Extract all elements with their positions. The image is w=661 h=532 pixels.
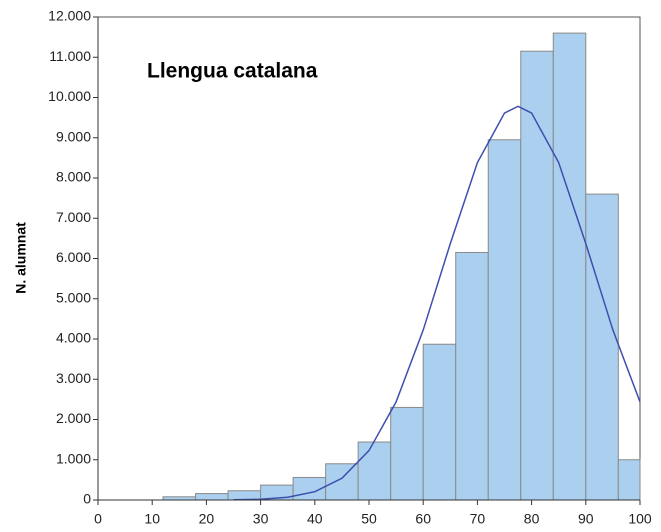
y-tick-label: 11.000 [49,48,91,64]
x-tick-label: 70 [470,511,486,527]
y-tick-label: 9.000 [56,128,91,144]
x-tick-label: 90 [578,511,594,527]
y-tick-label: 8.000 [56,169,91,185]
x-tick-label: 50 [361,511,377,527]
y-tick-label: 4.000 [56,330,91,346]
normal-curve [233,105,641,501]
x-tick-label: 60 [415,511,431,527]
bar [487,139,522,501]
y-tick-label: 1.000 [56,450,91,466]
x-tick-label: 10 [144,511,160,527]
x-tick-label: 100 [628,511,652,527]
bar [357,441,392,501]
y-tick-label: 5.000 [56,289,91,305]
chart-title: Llengua catalana [147,60,318,83]
bar [422,343,457,501]
x-tick-label: 40 [307,511,323,527]
bar [617,459,641,501]
y-axis-label: N. alumnat [13,222,29,294]
y-tick-label: 6.000 [56,249,91,265]
y-tick-label: 10.000 [48,88,91,104]
x-tick-label: 80 [524,511,540,527]
x-tick-label: 0 [94,511,102,527]
y-tick-label: 7.000 [56,209,91,225]
bar [552,32,587,501]
y-tick-label: 2.000 [56,410,91,426]
bar [520,50,554,501]
x-tick-label: 20 [199,511,215,527]
y-tick-label: 12.000 [48,8,91,24]
bar [390,406,424,501]
y-tick-label: 0 [83,491,91,507]
bar [325,463,359,501]
bar [585,193,619,501]
y-tick-label: 3.000 [56,370,91,386]
bar [195,493,229,501]
bar [455,251,489,501]
x-tick-label: 30 [253,511,269,527]
